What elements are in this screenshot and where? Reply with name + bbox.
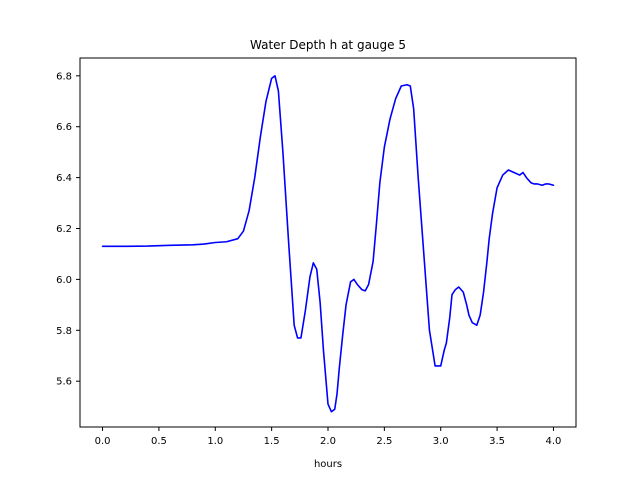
y-tick-label: 6.2 — [56, 224, 72, 235]
y-tick-label: 6.8 — [56, 71, 72, 82]
x-axis-label: hours — [314, 459, 342, 470]
x-tick-label: 2.0 — [320, 436, 336, 447]
y-axis-ticks: 5.6 5.8 6.0 6.2 6.4 6.6 6.8 — [56, 71, 80, 388]
y-tick-label: 5.8 — [56, 326, 72, 337]
x-tick-label: 3.5 — [489, 436, 505, 447]
y-tick-label: 5.6 — [56, 377, 72, 388]
plot-frame — [79, 57, 577, 428]
x-tick-label: 3.0 — [433, 436, 449, 447]
y-tick-label: 6.6 — [56, 122, 72, 133]
x-tick-label: 1.5 — [264, 436, 280, 447]
y-tick-label: 6.0 — [56, 275, 72, 286]
y-tick-label: 6.4 — [56, 173, 72, 184]
x-tick-label: 1.0 — [207, 436, 223, 447]
chart-title: Water Depth h at gauge 5 — [250, 38, 406, 52]
x-tick-label: 4.0 — [546, 436, 562, 447]
series-line-1 — [101, 75, 555, 413]
plot-area — [101, 75, 555, 413]
x-tick-label: 0.5 — [151, 436, 167, 447]
x-tick-label: 0.0 — [95, 436, 111, 447]
x-tick-label: 2.5 — [376, 436, 392, 447]
x-axis-ticks: 0.0 0.5 1.0 1.5 2.0 2.5 3.0 3.5 4.0 — [95, 427, 562, 447]
